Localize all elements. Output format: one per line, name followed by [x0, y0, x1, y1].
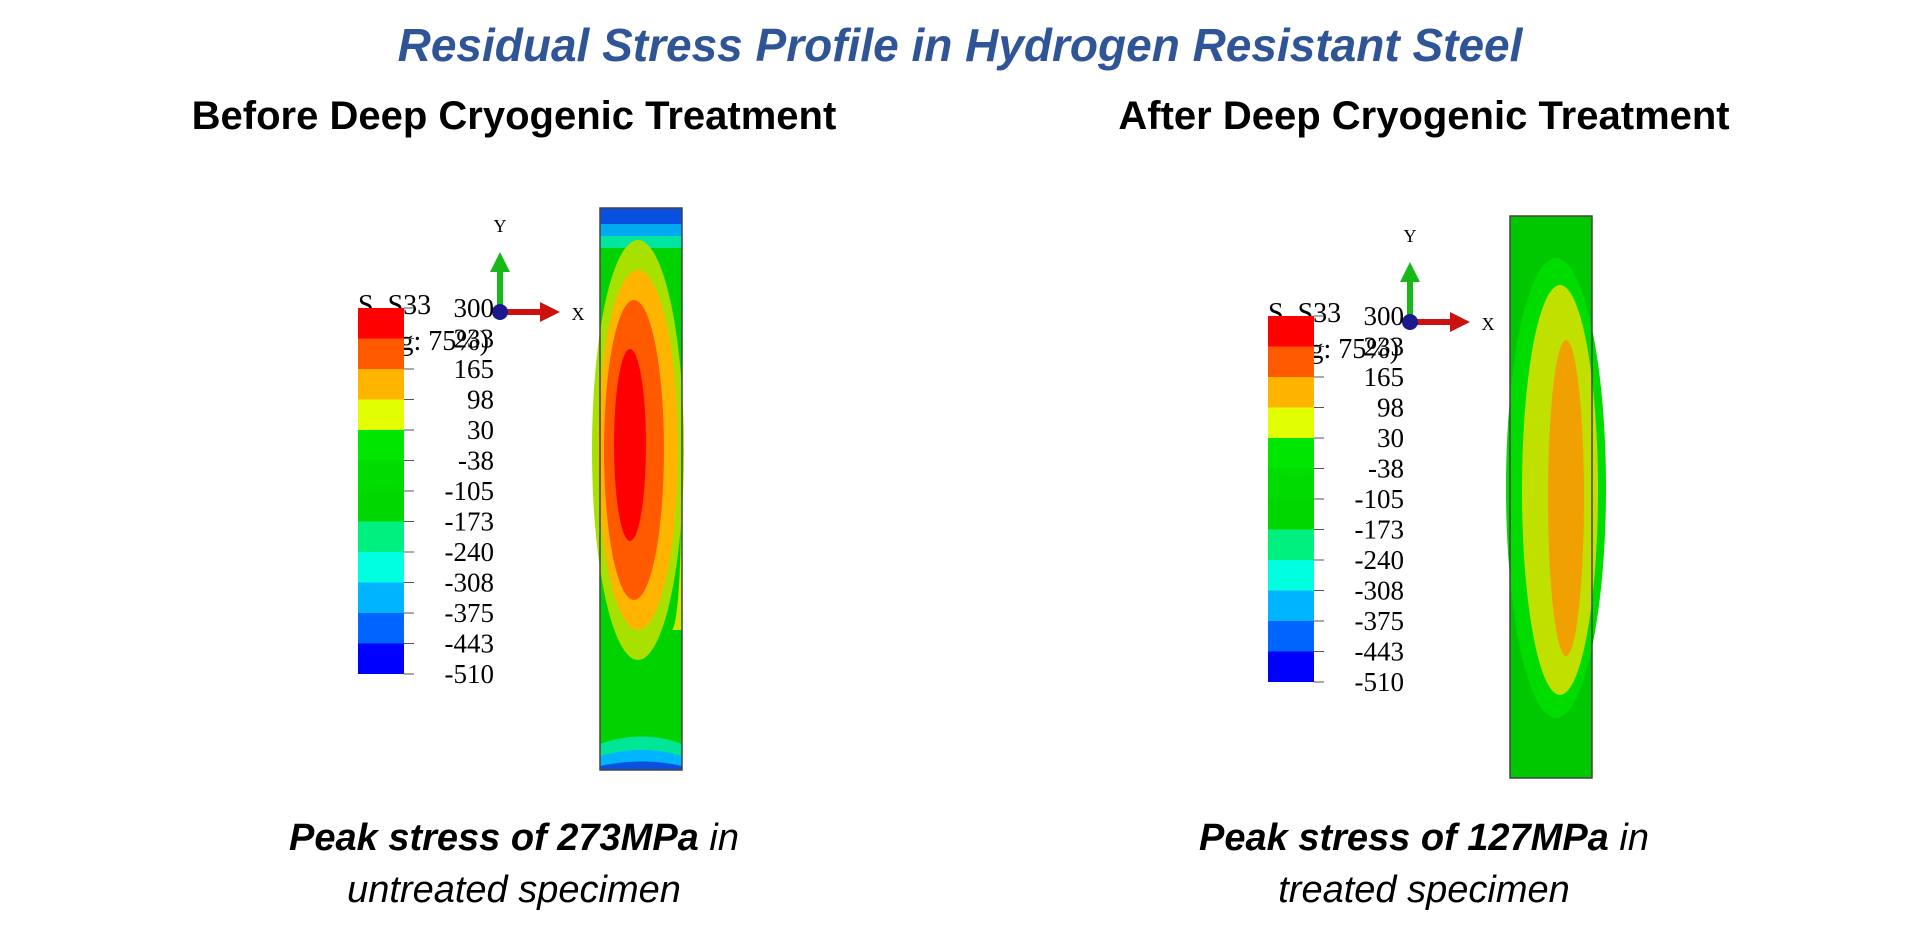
legend-value: 233	[454, 324, 495, 354]
legend-swatch	[1268, 316, 1314, 347]
axis-x-label: X	[1482, 314, 1495, 334]
legend-value: -443	[445, 629, 495, 659]
legend-value: 233	[1364, 332, 1405, 362]
legend-swatch	[358, 460, 404, 491]
legend-value: 98	[467, 385, 494, 415]
legend-value: 165	[1364, 362, 1405, 392]
before-contour-figure: Y X S, S33 (Avg: 75%) 3002331659830-38-1…	[358, 207, 684, 771]
legend-swatch	[1268, 377, 1314, 408]
specimen-contour	[592, 207, 684, 771]
legend-value: -375	[445, 598, 495, 628]
legend-color-bar: 3002331659830-38-105-173-240-308-375-443…	[1268, 301, 1404, 697]
axis-triad: Y X	[1400, 226, 1495, 334]
legend-swatch	[1268, 651, 1314, 682]
legend-value: 30	[1377, 423, 1404, 453]
legend-value: -173	[445, 507, 495, 537]
before-heading: Before Deep Cryogenic Treatment	[191, 94, 837, 138]
axis-origin-icon	[492, 304, 508, 320]
legend-swatch	[1268, 560, 1314, 591]
legend-swatch	[358, 308, 404, 339]
legend-swatch	[358, 552, 404, 583]
after-caption-line2: treated specimen	[1278, 869, 1570, 911]
axis-y-label: Y	[494, 216, 507, 236]
legend-value: 98	[1377, 393, 1404, 423]
legend-value: -38	[458, 446, 494, 476]
legend-swatch	[1268, 468, 1314, 499]
x-arrow-head-icon	[1450, 312, 1470, 332]
legend-value: -105	[445, 476, 495, 506]
legend-swatch	[358, 369, 404, 400]
page-title: Residual Stress Profile in Hydrogen Resi…	[397, 19, 1523, 71]
x-arrow-head-icon	[540, 302, 560, 322]
legend-value: -510	[1355, 667, 1405, 697]
before-caption: Peak stress of 273MPa in untreated speci…	[34, 812, 994, 916]
legend-swatch	[1268, 621, 1314, 652]
legend-swatch	[358, 643, 404, 674]
legend-value: 300	[1364, 301, 1405, 331]
after-heading: After Deep Cryogenic Treatment	[1118, 94, 1730, 138]
legend-swatch	[1268, 499, 1314, 530]
after-caption-bold: Peak stress of 127MPa	[1199, 817, 1609, 859]
legend-value: -173	[1355, 515, 1405, 545]
legend-value: 300	[454, 293, 495, 323]
legend-value: -375	[1355, 606, 1405, 636]
legend-value: -105	[1355, 484, 1405, 514]
axis-triad: Y X	[490, 216, 585, 324]
legend-value: -308	[445, 568, 495, 598]
legend-swatch	[1268, 346, 1314, 377]
legend-value: -240	[445, 537, 495, 567]
legend-swatch	[358, 582, 404, 613]
legend-value: -38	[1368, 454, 1404, 484]
legend-swatch	[358, 491, 404, 522]
legend-value: -510	[445, 659, 495, 689]
y-arrow-head-icon	[1400, 262, 1420, 282]
legend-swatch	[1268, 529, 1314, 560]
after-caption: Peak stress of 127MPa in treated specime…	[944, 812, 1904, 916]
legend-swatch	[358, 430, 404, 461]
axis-origin-icon	[1402, 314, 1418, 330]
specimen-contour	[1506, 215, 1606, 779]
legend-value: -240	[1355, 545, 1405, 575]
legend-swatch	[1268, 438, 1314, 469]
legend-value: -443	[1355, 637, 1405, 667]
after-caption-rest: in	[1608, 817, 1649, 859]
after-contour-figure: Y X S, S33 (Avg: 75%) 3002331659830-38-1…	[1268, 215, 1606, 779]
legend-color-bar: 3002331659830-38-105-173-240-308-375-443…	[358, 293, 494, 689]
before-panel: Y X S, S33 (Avg: 75%) 300 233 165 98 30 -38 -1…	[0, 160, 960, 800]
legend-swatch	[358, 338, 404, 369]
legend-value: -308	[1355, 576, 1405, 606]
legend-value: 30	[467, 415, 494, 445]
axis-y-label: Y	[1404, 226, 1417, 246]
legend-swatch	[358, 521, 404, 552]
legend-swatch	[358, 613, 404, 644]
before-caption-line2: untreated specimen	[347, 869, 681, 911]
y-arrow-head-icon	[490, 252, 510, 272]
legend-swatch	[1268, 407, 1314, 438]
legend-swatch	[1268, 590, 1314, 621]
legend-value: 165	[454, 354, 495, 384]
axis-x-label: X	[572, 304, 585, 324]
before-caption-bold: Peak stress of 273MPa	[289, 817, 699, 859]
before-caption-rest: in	[698, 817, 739, 859]
legend-swatch	[358, 399, 404, 430]
after-panel: Y X S, S33 (Avg: 75%) 300 233 165 98 30 -38 -1…	[960, 160, 1920, 800]
